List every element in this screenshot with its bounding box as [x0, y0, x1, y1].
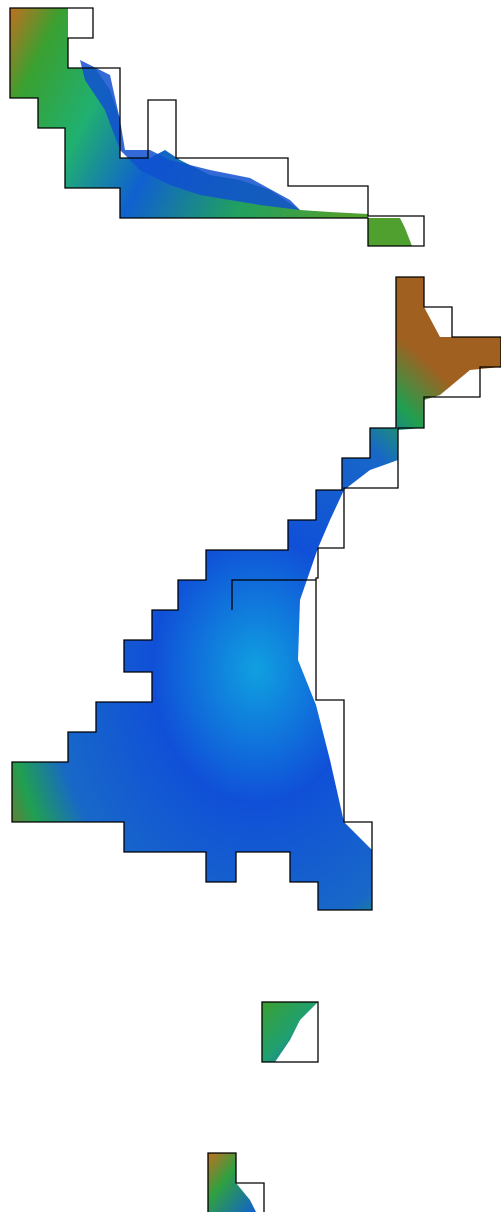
- region-far-south: [208, 1153, 264, 1212]
- region-south: [262, 1002, 318, 1062]
- page: {}: [0, 0, 501, 1213]
- region-central: [12, 277, 501, 910]
- region-north: [10, 8, 424, 246]
- terrain-fill: [262, 1002, 318, 1062]
- map: [0, 0, 501, 1213]
- terrain-fill: [10, 8, 412, 246]
- terrain-fill: [12, 277, 501, 910]
